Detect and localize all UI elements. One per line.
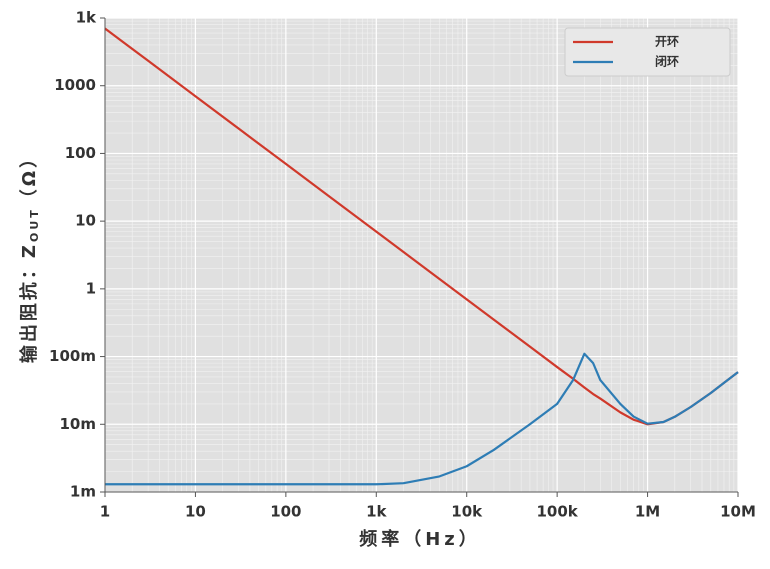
y-tick-label: 1k	[76, 9, 97, 27]
y-tick-label: 1	[86, 279, 96, 297]
legend-box	[564, 27, 731, 77]
x-tick-label: 1k	[366, 503, 387, 521]
x-tick-label: 10	[185, 503, 206, 521]
x-tick-label: 1	[100, 503, 110, 521]
x-tick-label: 10k	[451, 503, 483, 521]
x-tick-label: 100k	[536, 503, 578, 521]
x-axis-title: 频率（Hz）	[359, 528, 481, 550]
x-tick-label: 100	[270, 503, 301, 521]
y-tick-label: 100	[65, 144, 96, 162]
y-axis-title-sub: OUT	[28, 207, 41, 242]
y-axis-title-unit: （Ω）	[19, 147, 40, 207]
y-tick-label: 1000	[54, 76, 96, 94]
legend-label: 闭环	[655, 54, 679, 69]
y-tick-label: 10	[75, 212, 96, 230]
y-axis-title-main: 输出阻抗：Z	[18, 242, 40, 363]
marks	[104, 27, 739, 486]
y-tick-label: 1m	[70, 483, 96, 501]
y-tick-label: 100m	[49, 347, 96, 365]
x-tick-label: 1M	[635, 503, 660, 521]
legend-label: 开环	[655, 35, 679, 49]
y-axis-title: 输出阻抗：ZOUT（Ω）	[18, 147, 41, 363]
y-tick-label: 10m	[59, 415, 96, 433]
data-line	[105, 352, 739, 486]
x-tick-label: 10M	[720, 503, 756, 521]
plot-area	[105, 18, 738, 492]
